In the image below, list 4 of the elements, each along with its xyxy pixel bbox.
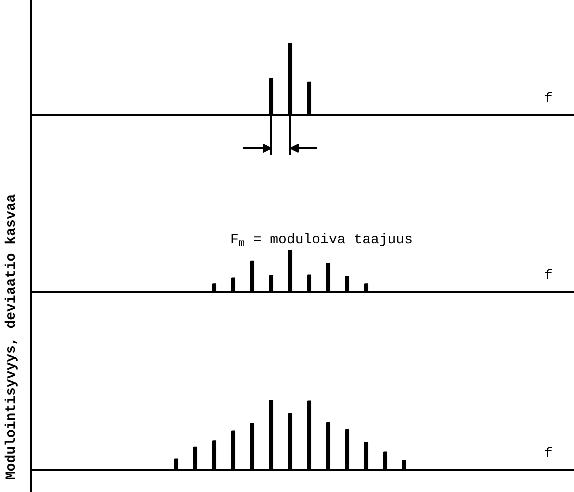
text: f [544,268,553,284]
text: f [544,446,553,462]
text: f [544,92,553,108]
y-axis-title: Modulointisyvyys, deviaatio kasvaa [3,193,21,480]
